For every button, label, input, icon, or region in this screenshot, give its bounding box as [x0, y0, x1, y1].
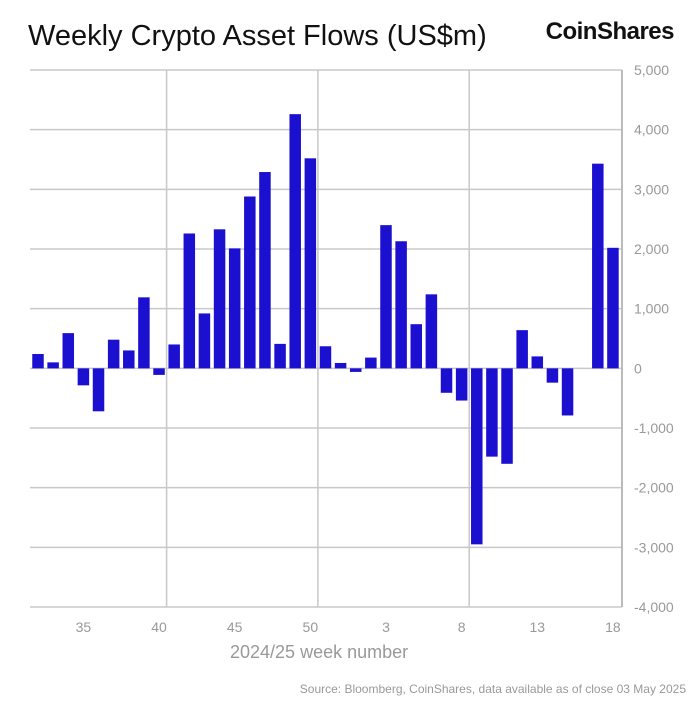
bar-week-39 — [138, 297, 150, 369]
source-note: Source: Bloomberg, CoinShares, data avai… — [299, 682, 686, 696]
x-tick-label: 40 — [151, 619, 167, 635]
bar-week-18 — [607, 247, 619, 369]
bar-week-6 — [425, 294, 438, 369]
bar-week-41 — [168, 344, 180, 369]
bar-week-32 — [32, 354, 44, 369]
bar-week-10 — [486, 368, 498, 457]
bar-week-2 — [365, 357, 377, 369]
bar-week-37 — [107, 339, 120, 369]
bar-week-50 — [304, 158, 317, 369]
bar-week-5 — [410, 324, 422, 369]
bar-week-43 — [198, 313, 211, 369]
chart-title: Weekly Crypto Asset Flows (US$m) — [28, 20, 487, 52]
bar-week-44 — [213, 229, 226, 369]
bar-week-12 — [516, 330, 528, 369]
bar-week-48 — [274, 343, 286, 369]
bar-week-11 — [501, 368, 513, 464]
bar-week-14 — [546, 368, 559, 383]
bar-week-36 — [92, 368, 105, 412]
y-tick-label: 1,000 — [634, 301, 669, 317]
bar-week-49 — [289, 114, 301, 369]
bar-week-15 — [561, 368, 574, 416]
x-tick-label: 35 — [76, 619, 92, 635]
x-tick-label: 3 — [382, 619, 390, 635]
bar-week-17 — [592, 163, 604, 369]
bar-week-33 — [47, 362, 59, 369]
y-tick-label: -4,000 — [634, 599, 674, 615]
bar-week-7 — [440, 368, 453, 393]
x-tick-label: 13 — [530, 619, 546, 635]
bar-week-51 — [319, 346, 332, 369]
bar-week-1 — [349, 368, 362, 372]
bar-week-52 — [334, 362, 347, 369]
y-tick-label: 4,000 — [634, 122, 669, 138]
bar-week-4 — [395, 241, 407, 369]
x-tick-label: 8 — [458, 619, 466, 635]
bar-week-13 — [531, 356, 544, 369]
y-tick-label: 0 — [634, 360, 642, 376]
bar-week-34 — [62, 333, 75, 369]
y-tick-label: -2,000 — [634, 480, 674, 496]
y-tick-label: -3,000 — [634, 539, 674, 555]
y-tick-label: -1,000 — [634, 420, 674, 436]
coinshares-logo: CoinShares — [545, 18, 675, 45]
bar-week-9 — [471, 368, 483, 545]
y-tick-label: 2,000 — [634, 241, 669, 257]
bar-week-8 — [455, 368, 468, 401]
y-tick-label: 5,000 — [634, 62, 669, 78]
x-tick-label: 18 — [605, 619, 621, 635]
bar-week-40 — [153, 368, 165, 375]
y-tick-label: 3,000 — [634, 181, 669, 197]
bar-week-3 — [380, 225, 392, 369]
bar-week-35 — [77, 368, 90, 386]
x-axis-label: 2024/25 week number — [230, 642, 409, 662]
bar-week-47 — [259, 172, 271, 369]
x-tick-label: 45 — [227, 619, 243, 635]
bar-week-46 — [244, 196, 256, 369]
bar-week-38 — [123, 350, 135, 369]
x-tick-label: 50 — [303, 619, 319, 635]
bar-week-45 — [228, 248, 241, 369]
bar-week-42 — [183, 233, 196, 369]
